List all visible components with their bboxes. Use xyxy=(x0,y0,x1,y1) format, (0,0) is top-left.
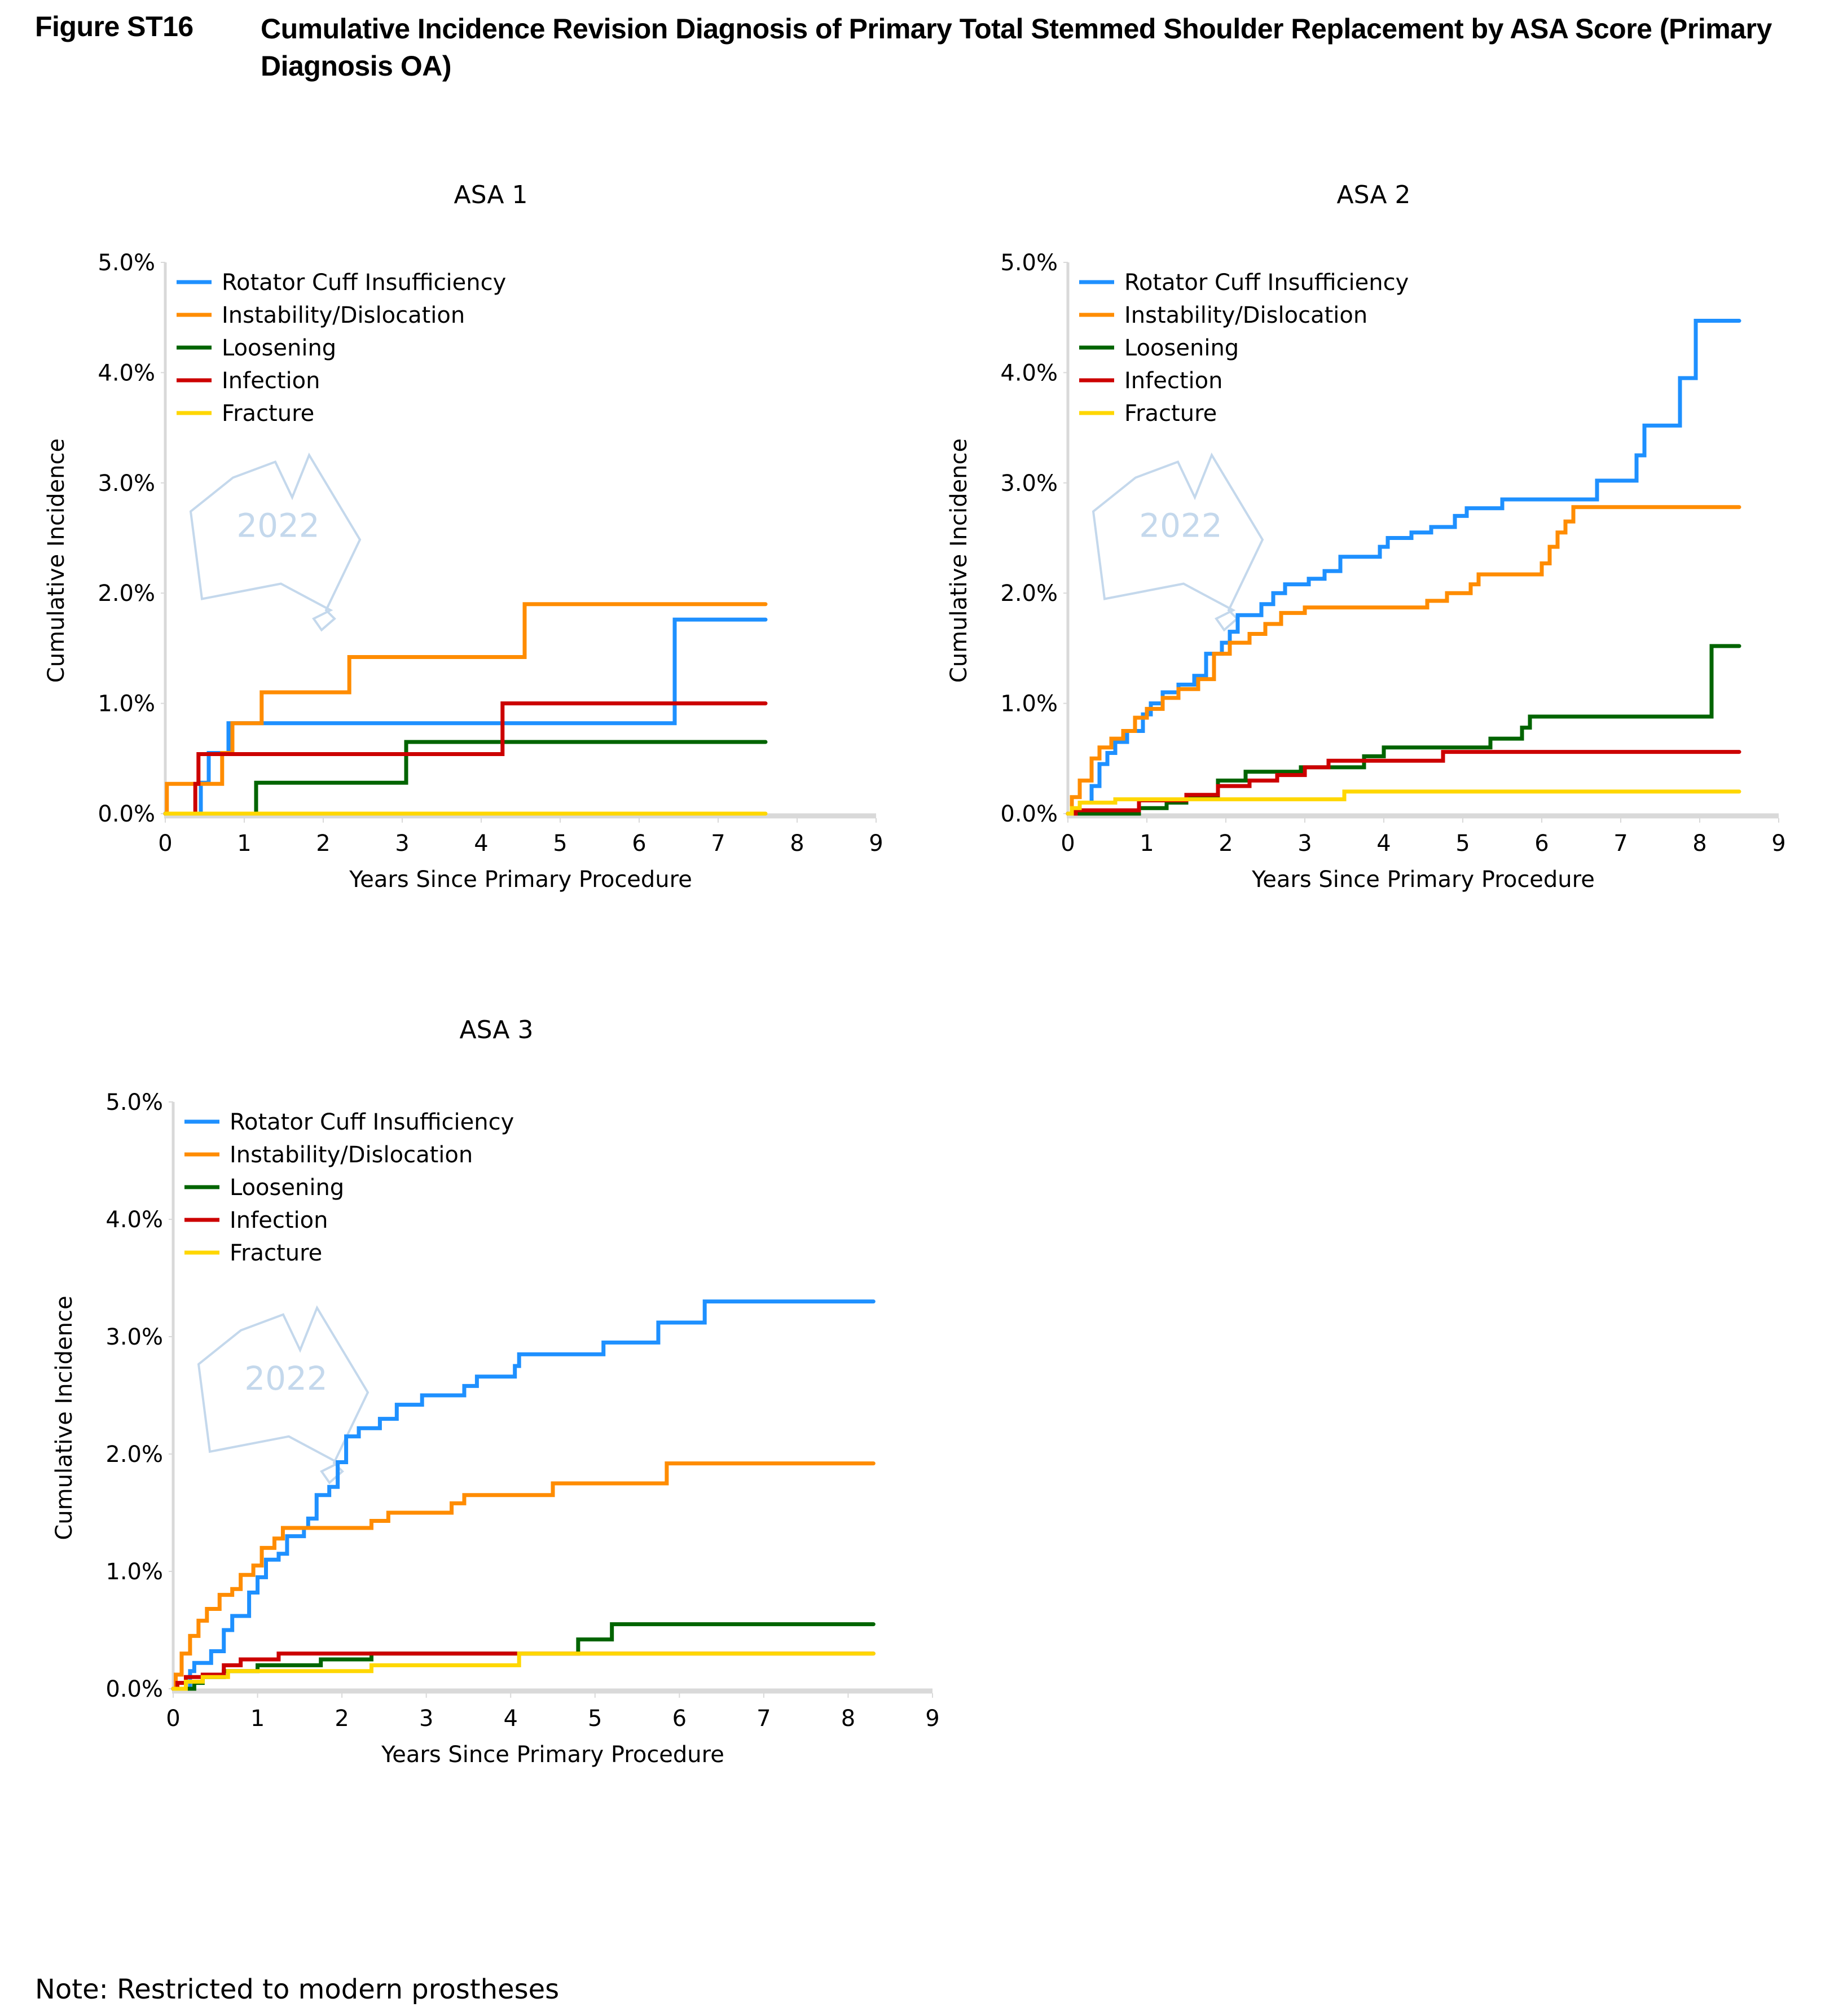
x-tick-label: 0 xyxy=(158,831,172,857)
y-tick-label: 2.0% xyxy=(105,1442,163,1468)
watermark-australia-icon: 2022 xyxy=(1092,453,1264,632)
x-tick-label: 2 xyxy=(335,1706,349,1732)
y-tick-label: 2.0% xyxy=(98,581,155,607)
legend-label-instability-dislocation: Instability/Dislocation xyxy=(1124,302,1367,328)
y-tick-label: 1.0% xyxy=(105,1559,163,1585)
x-tick-label: 3 xyxy=(1297,831,1312,857)
australia-outline xyxy=(189,453,362,632)
series-line-fracture xyxy=(1066,789,1741,816)
series-line-instability-dislocation xyxy=(1066,505,1741,816)
x-tick-label: 1 xyxy=(1140,831,1154,857)
y-tick-label: 0.0% xyxy=(98,801,155,827)
chart-asa-2: ASA 2 0.0% 1.0% 2.0% 3.0% 4.0% 5.0% 0 1 2 3 4 5 6 7 8 9 Y… xyxy=(946,181,1786,893)
legend-label-infection: Infection xyxy=(222,368,320,394)
x-tick-label: 8 xyxy=(841,1706,855,1732)
x-tick-label: 9 xyxy=(1771,831,1785,857)
legend-label-loosening: Loosening xyxy=(1124,335,1239,361)
figure-note: Note: Restricted to modern prostheses xyxy=(35,1974,560,2005)
x-tick-label: 8 xyxy=(790,831,804,857)
y-tick-label: 5.0% xyxy=(105,1090,163,1115)
x-tick-label: 7 xyxy=(1613,831,1628,857)
y-tick-label: 4.0% xyxy=(1000,360,1058,386)
y-tick-label: 4.0% xyxy=(98,360,155,386)
figure-title: Cumulative Incidence Revision Diagnosis … xyxy=(261,13,1772,82)
series-line-instability-dislocation xyxy=(163,602,768,816)
panel-title: ASA 2 xyxy=(1337,181,1411,209)
series-line-loosening xyxy=(1066,644,1741,816)
watermark-year: 2022 xyxy=(244,1359,328,1398)
x-tick-label: 3 xyxy=(395,831,409,857)
y-tick-label: 3.0% xyxy=(1000,471,1058,497)
legend-label-loosening: Loosening xyxy=(230,1175,344,1201)
y-tick-label: 3.0% xyxy=(98,471,155,497)
legend-label-instability-dislocation: Instability/Dislocation xyxy=(230,1142,473,1168)
x-tick-label: 7 xyxy=(756,1706,771,1732)
x-tick-label: 4 xyxy=(474,831,488,857)
legend-label-fracture: Fracture xyxy=(222,401,314,427)
x-tick-label: 1 xyxy=(237,831,251,857)
y-axis-title: Cumulative Incidence xyxy=(946,438,972,683)
series-line-fracture xyxy=(171,1652,876,1691)
legend-label-infection: Infection xyxy=(1124,368,1222,394)
y-axis-title: Cumulative Incidence xyxy=(51,1295,77,1540)
watermark-australia-icon: 2022 xyxy=(189,453,362,632)
chart-asa-3: ASA 3 0.0% 1.0% 2.0% 3.0% 4.0% 5.0% 0 1 2 3 4 5 6 7 8 9 Y… xyxy=(51,1016,940,1768)
series-line-infection xyxy=(163,701,768,816)
chart-asa-1: ASA 1 0.0% 1.0% 2.0% 3.0% 4.0% 5.0% 0 1 2 3 4 5 6 7 8 9 Y… xyxy=(43,181,883,893)
x-tick-label: 1 xyxy=(250,1706,265,1732)
x-tick-label: 0 xyxy=(166,1706,180,1732)
legend-label-rotator-cuff-insufficiency: Rotator Cuff Insufficiency xyxy=(222,270,506,296)
x-tick-label: 6 xyxy=(672,1706,687,1732)
panel-title: ASA 1 xyxy=(454,181,528,209)
y-tick-label: 5.0% xyxy=(98,250,155,276)
figure-label: Figure ST16 xyxy=(35,11,193,42)
x-tick-label: 2 xyxy=(316,831,330,857)
x-tick-label: 5 xyxy=(588,1706,602,1732)
y-axis-title: Cumulative Incidence xyxy=(43,438,69,683)
y-tick-label: 2.0% xyxy=(1000,581,1058,607)
x-axis-title: Years Since Primary Procedure xyxy=(349,867,692,893)
series-line-rotator-cuff-insufficiency xyxy=(1066,319,1741,816)
x-tick-label: 0 xyxy=(1061,831,1075,857)
y-tick-label: 3.0% xyxy=(105,1324,163,1350)
x-tick-label: 6 xyxy=(1534,831,1549,857)
x-axis-title: Years Since Primary Procedure xyxy=(381,1742,724,1768)
series-line-instability-dislocation xyxy=(171,1461,876,1691)
x-tick-label: 2 xyxy=(1219,831,1233,857)
y-tick-label: 5.0% xyxy=(1000,250,1058,276)
legend-label-fracture: Fracture xyxy=(1124,401,1217,427)
legend-label-rotator-cuff-insufficiency: Rotator Cuff Insufficiency xyxy=(230,1109,514,1135)
series-line-infection xyxy=(1066,750,1741,816)
x-tick-label: 9 xyxy=(869,831,883,857)
x-tick-label: 7 xyxy=(711,831,725,857)
y-tick-label: 1.0% xyxy=(1000,691,1058,717)
series-line-rotator-cuff-insufficiency xyxy=(171,1299,876,1691)
legend-label-instability-dislocation: Instability/Dislocation xyxy=(222,302,465,328)
x-tick-label: 3 xyxy=(419,1706,433,1732)
legend-label-loosening: Loosening xyxy=(222,335,336,361)
x-tick-label: 5 xyxy=(1455,831,1470,857)
australia-outline xyxy=(1092,453,1264,632)
watermark-year: 2022 xyxy=(236,506,320,544)
watermark-australia-icon: 2022 xyxy=(197,1305,370,1484)
x-tick-label: 4 xyxy=(1376,831,1391,857)
x-tick-label: 4 xyxy=(503,1706,517,1732)
y-tick-label: 0.0% xyxy=(105,1676,163,1702)
y-tick-label: 0.0% xyxy=(1000,801,1058,827)
x-axis-title: Years Since Primary Procedure xyxy=(1251,867,1595,893)
y-tick-label: 4.0% xyxy=(105,1207,163,1233)
x-tick-label: 5 xyxy=(553,831,567,857)
series-line-infection xyxy=(171,1652,876,1691)
x-tick-label: 9 xyxy=(925,1706,939,1732)
legend-label-rotator-cuff-insufficiency: Rotator Cuff Insufficiency xyxy=(1124,270,1409,296)
legend-label-fracture: Fracture xyxy=(230,1240,322,1266)
legend-label-infection: Infection xyxy=(230,1207,328,1233)
watermark-year: 2022 xyxy=(1139,506,1222,544)
y-tick-label: 1.0% xyxy=(98,691,155,717)
x-tick-label: 8 xyxy=(1692,831,1706,857)
x-tick-label: 6 xyxy=(632,831,646,857)
panel-title: ASA 3 xyxy=(460,1016,534,1044)
